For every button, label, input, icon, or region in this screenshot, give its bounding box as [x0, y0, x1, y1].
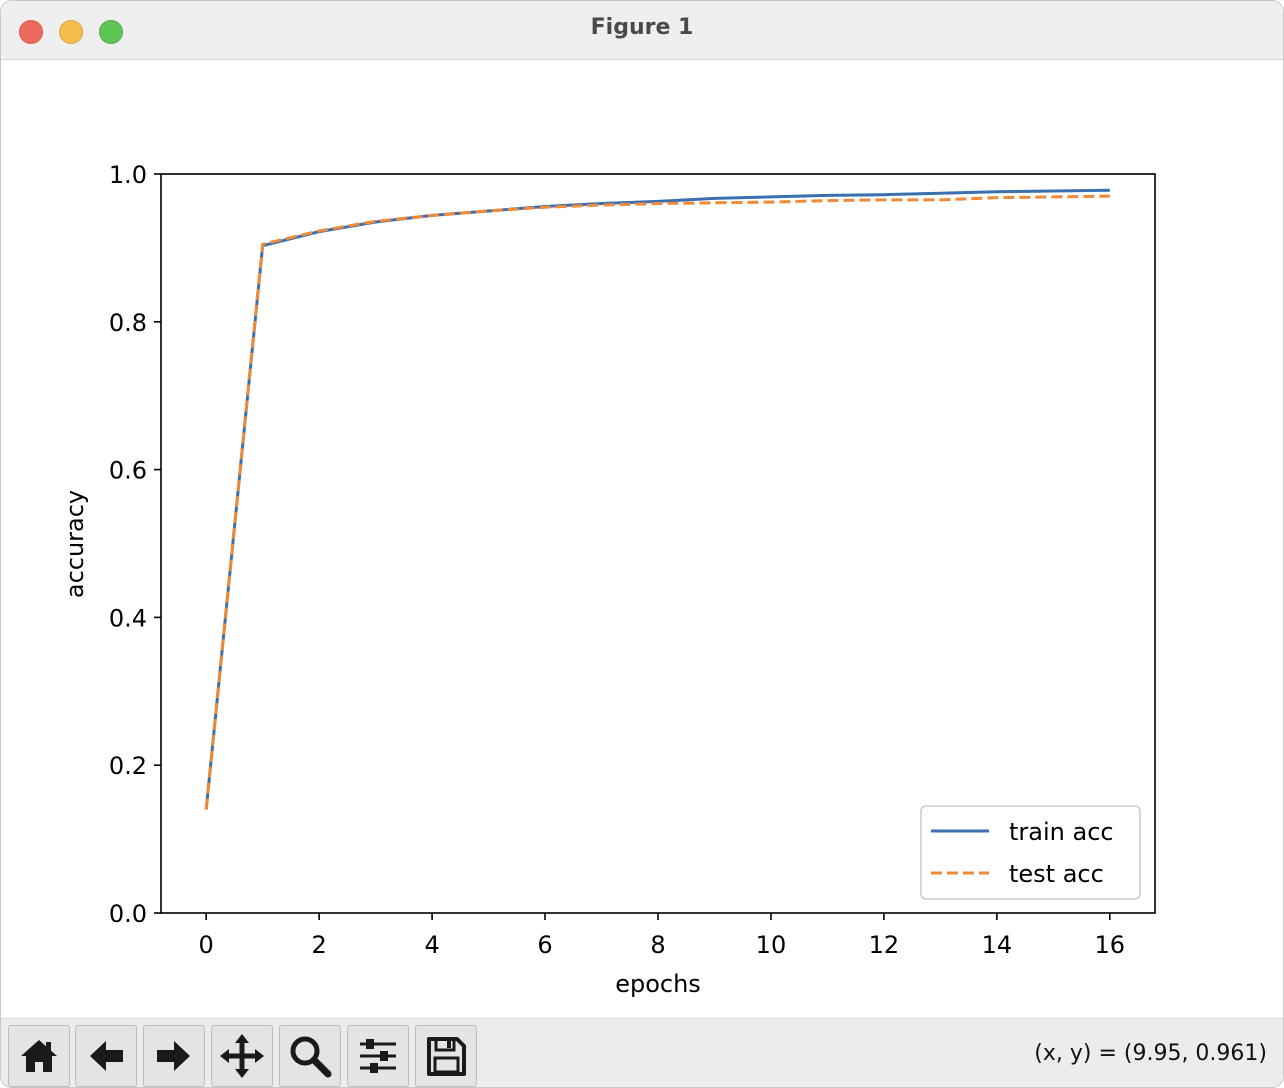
x-tick-label: 14 — [982, 931, 1013, 959]
forward-button[interactable] — [143, 1025, 205, 1087]
x-tick-label: 16 — [1095, 931, 1126, 959]
zoom-window-button[interactable] — [99, 20, 123, 44]
x-tick-label: 8 — [650, 931, 665, 959]
navigation-toolbar: (x, y) = (9.95, 0.961) — [1, 1018, 1283, 1087]
legend-box — [920, 805, 1141, 900]
x-tick-label: 12 — [869, 931, 900, 959]
y-tick-label: 0.0 — [109, 900, 147, 928]
y-tick-label: 0.4 — [109, 604, 147, 632]
x-tick-label: 2 — [311, 931, 326, 959]
legend-train-acc-label: train acc — [1009, 818, 1114, 846]
minimize-window-button[interactable] — [59, 20, 83, 44]
x-axis-label: epochs — [615, 970, 701, 998]
y-axis-ticks: 0.0 0.2 0.4 0.6 0.8 1.0 — [109, 161, 161, 928]
arrow-left-icon — [90, 1041, 123, 1071]
save-button[interactable] — [415, 1025, 477, 1087]
cursor-coordinates: (x, y) = (9.95, 0.961) — [1034, 1041, 1267, 1066]
line-chart: 0 2 4 6 8 10 12 14 16 0.00.20.40.60.81.0 epochs … — [61, 161, 1156, 998]
legend-test-acc-label: test acc — [1009, 860, 1104, 888]
window-title: Figure 1 — [590, 15, 694, 40]
x-tick-label: 4 — [424, 931, 439, 959]
zoom-button[interactable] — [279, 1025, 341, 1087]
legend: train acc test acc — [920, 805, 1141, 900]
y-tick-label: 0.8 — [109, 309, 147, 337]
close-window-button[interactable] — [19, 20, 43, 44]
move-icon — [220, 1034, 264, 1078]
x-tick-label: 6 — [537, 931, 552, 959]
y-tick-label: 1.0 — [109, 161, 147, 189]
x-tick-label: 0 — [199, 931, 214, 959]
y-tick-label: 0.6 — [109, 457, 147, 485]
arrow-right-icon — [157, 1041, 190, 1071]
title-bar[interactable]: Figure 1 — [1, 1, 1283, 60]
x-tick-label: 10 — [756, 931, 787, 959]
series-layer — [204, 188, 1110, 810]
y-tick-label: 0.2 — [109, 752, 147, 780]
sliders-icon — [360, 1039, 396, 1073]
series-line-test-acc — [204, 194, 1110, 810]
back-button[interactable] — [75, 1025, 137, 1087]
configure-subplots-button[interactable] — [347, 1025, 409, 1087]
plot-area — [161, 174, 1155, 913]
pan-button[interactable] — [211, 1025, 273, 1087]
x-axis-ticks: 0 2 4 6 8 10 12 14 16 — [199, 913, 1126, 959]
home-button[interactable] — [8, 1025, 70, 1087]
y-axis-label: accuracy — [61, 490, 89, 598]
floppy-disk-icon — [427, 1037, 466, 1076]
magnifier-icon — [290, 1036, 332, 1078]
figure-canvas[interactable]: 0 2 4 6 8 10 12 14 16 0.0 0.2 0.4 0.6 0.8 1.0 epochs … — [1, 60, 1283, 1018]
home-icon — [21, 1040, 57, 1072]
